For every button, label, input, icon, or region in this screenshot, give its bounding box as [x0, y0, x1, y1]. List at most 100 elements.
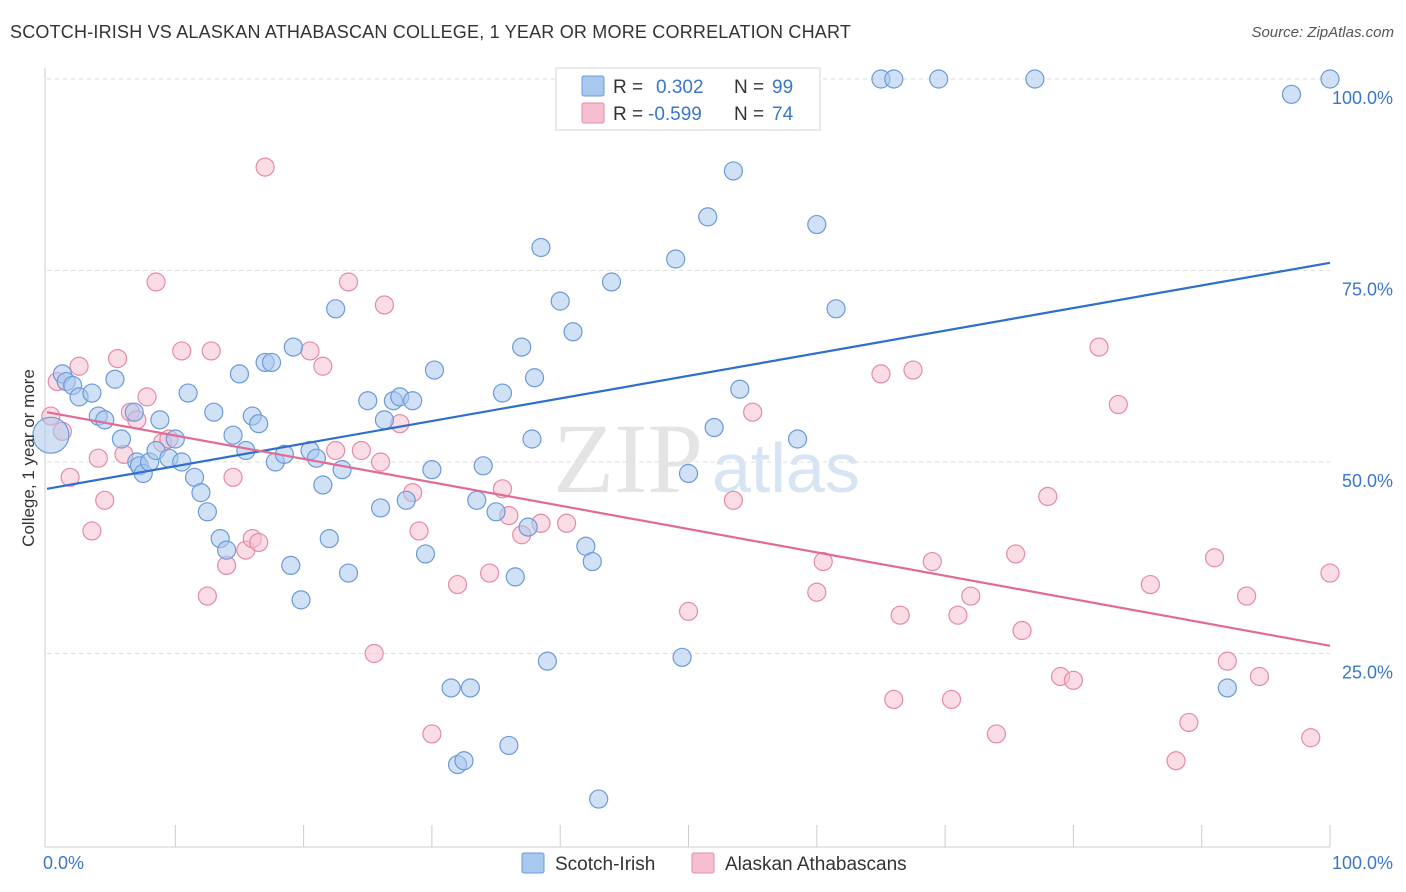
- alaskan-athabascans-point: [60, 467, 80, 487]
- alaskan-athabascans-point: [557, 513, 577, 533]
- alaskan-athabascans-point: [1320, 563, 1340, 583]
- scotch-irish-point: [124, 402, 144, 422]
- alaskan-athabascans-point: [922, 551, 942, 572]
- scotch-irish-point: [403, 391, 423, 411]
- alaskan-athabascans-point: [723, 490, 744, 510]
- alaskan-athabascans-point: [678, 601, 699, 621]
- stats-swatch-scotch-irish: [581, 75, 605, 97]
- scotch-irish-point: [522, 429, 542, 449]
- scotch-irish-point: [82, 383, 102, 403]
- scotch-irish-point: [415, 544, 436, 564]
- alaskan-athabascans-point: [255, 157, 275, 177]
- scotch-irish-point: [191, 483, 211, 503]
- scotch-irish-point: [249, 414, 269, 434]
- scotch-irish-point: [505, 567, 525, 587]
- alaskan-athabascans-point: [364, 643, 384, 664]
- scotch-irish-point: [105, 369, 125, 389]
- y-tick-label-75: 75.0%: [1342, 280, 1393, 300]
- bottom-legend: Scotch-Irish Alaskan Athabascans: [521, 852, 907, 875]
- alaskan-athabascans-point: [1140, 574, 1160, 595]
- alaskan-athabascans-point: [374, 295, 395, 315]
- scotch-irish-point: [704, 417, 724, 438]
- scotch-irish-point: [531, 237, 551, 258]
- scotch-irish-point: [370, 498, 391, 518]
- scotch-irish-point: [486, 502, 506, 522]
- stats-n-label-alaskan-athabascans: N =: [734, 104, 764, 125]
- scotch-irish-point: [678, 463, 699, 484]
- scotch-irish-point: [563, 322, 583, 342]
- scotch-irish-point: [441, 678, 461, 698]
- scotch-irish-point: [313, 475, 333, 495]
- scotch-irish-point: [217, 540, 237, 560]
- alaskan-athabascans-point: [890, 605, 910, 625]
- watermark-zip: ZIP: [553, 403, 703, 514]
- scotch-irish-point: [807, 214, 827, 235]
- alaskan-athabascans-point: [743, 402, 763, 422]
- scotch-irish-point: [319, 528, 339, 549]
- scotch-irish-point: [332, 460, 352, 480]
- y-axis-title: College, 1 year or more: [19, 369, 38, 547]
- alaskan-athabascans-point: [1063, 670, 1084, 690]
- alaskan-athabascans-point: [370, 452, 391, 472]
- alaskan-athabascans-point: [961, 586, 981, 606]
- points-scotch-irish: [32, 69, 1340, 809]
- y-tick-label-100: 100.0%: [1332, 88, 1393, 108]
- x-tick-label-min: 0.0%: [43, 853, 84, 873]
- alaskan-athabascans-point: [807, 582, 827, 602]
- scotch-irish-point: [698, 207, 718, 227]
- scotch-irish-point: [537, 651, 557, 671]
- alaskan-athabascans-point: [1217, 651, 1237, 671]
- legend-label-scotch-irish[interactable]: Scotch-Irish: [555, 854, 655, 875]
- scotch-irish-point: [467, 490, 487, 510]
- alaskan-athabascans-point: [480, 563, 500, 583]
- alaskan-athabascans-point: [1089, 337, 1109, 357]
- scotch-irish-point: [165, 429, 185, 449]
- alaskan-athabascans-point: [422, 724, 442, 744]
- alaskan-athabascans-point: [146, 272, 166, 292]
- scotch-irish-point: [492, 383, 513, 403]
- chart-title: SCOTCH-IRISH VS ALASKAN ATHABASCAN COLLE…: [10, 22, 852, 42]
- alaskan-athabascans-point: [82, 521, 102, 541]
- scotch-irish-point: [172, 452, 192, 472]
- alaskan-athabascans-point: [941, 689, 962, 710]
- alaskan-athabascans-point: [1301, 728, 1321, 748]
- legend-swatch-alaskan-athabascans[interactable]: [691, 852, 715, 874]
- scotch-irish-point: [111, 429, 132, 449]
- alaskan-athabascans-point: [172, 341, 192, 361]
- legend-swatch-scotch-irish[interactable]: [521, 852, 545, 874]
- scotch-irish-point: [396, 490, 416, 510]
- alaskan-athabascans-point: [137, 387, 157, 407]
- alaskan-athabascans-point: [300, 341, 320, 361]
- scotch-irish-point: [1320, 69, 1340, 89]
- alaskan-athabascans-point: [313, 356, 333, 376]
- scotch-irish-point: [338, 563, 359, 583]
- scotch-irish-point: [261, 352, 282, 373]
- alaskan-athabascans-point: [1012, 620, 1032, 641]
- x-tick-label-max: 100.0%: [1332, 853, 1393, 873]
- scotch-irish-point: [204, 402, 224, 422]
- chart-source: Source: ZipAtlas.com: [1251, 24, 1394, 41]
- scotch-irish-point: [589, 789, 609, 809]
- stats-n-value-scotch-irish: 99: [772, 77, 793, 98]
- alaskan-athabascans-point: [871, 364, 891, 384]
- trend-layer: [46, 261, 1331, 647]
- scotch-irish-point: [730, 379, 750, 399]
- scotch-irish-point: [550, 291, 570, 311]
- watermark: ZIP atlas: [553, 403, 860, 514]
- alaskan-athabascans-point: [249, 532, 269, 553]
- alaskan-athabascans-trend-line: [46, 411, 1331, 647]
- y-tick-label-25: 25.0%: [1342, 663, 1393, 683]
- alaskan-athabascans-point: [903, 360, 923, 380]
- alaskan-athabascans-point: [1179, 712, 1199, 733]
- alaskan-athabascans-point: [197, 586, 217, 606]
- scotch-irish-point: [283, 337, 303, 357]
- scotch-irish-point: [197, 502, 217, 522]
- stats-swatch-alaskan-athabascans: [581, 102, 605, 124]
- scotch-irish-point: [178, 383, 198, 403]
- scotch-irish-point: [473, 456, 493, 476]
- scotch-irish-point: [666, 249, 686, 269]
- alaskan-athabascans-point: [223, 467, 243, 487]
- legend-label-alaskan-athabascans[interactable]: Alaskan Athabascans: [725, 854, 907, 875]
- stats-n-label-scotch-irish: N =: [734, 77, 764, 98]
- stats-r-label-scotch-irish: R =: [613, 77, 643, 98]
